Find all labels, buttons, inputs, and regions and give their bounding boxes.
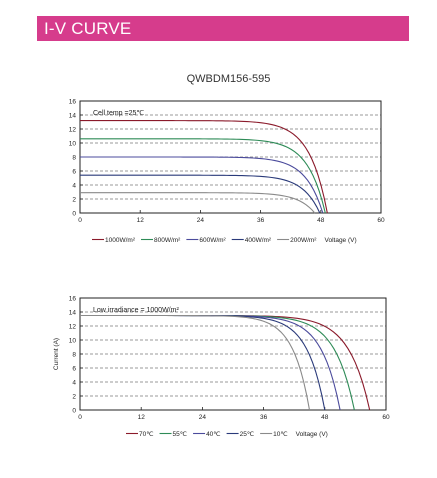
y-tick-label: 14 bbox=[69, 310, 77, 317]
x-tick-label: 48 bbox=[317, 217, 325, 224]
chart-annotation: Cell temp =25℃ bbox=[93, 110, 144, 117]
x-tick-label: 60 bbox=[382, 414, 390, 421]
chart-title: QWBDM156-595 bbox=[186, 73, 271, 85]
x-tick-label: 36 bbox=[257, 217, 265, 224]
x-axis-label: Voltage (V) bbox=[324, 237, 356, 244]
y-tick-label: 4 bbox=[72, 183, 76, 190]
y-tick-label: 10 bbox=[69, 338, 77, 345]
legend-entry: 40℃ bbox=[206, 431, 221, 438]
iv-curve-series-1 bbox=[80, 120, 328, 214]
y-tick-label: 14 bbox=[69, 113, 77, 120]
x-axis-label: Voltage (V) bbox=[296, 431, 328, 438]
iv-curve-series-3 bbox=[80, 156, 324, 214]
legend-entry: 25℃ bbox=[240, 431, 255, 438]
y-tick-label: 4 bbox=[72, 380, 76, 387]
x-tick-label: 12 bbox=[137, 217, 145, 224]
iv-curve-series-5 bbox=[80, 314, 311, 411]
x-tick-label: 0 bbox=[78, 414, 82, 421]
y-tick-label: 8 bbox=[72, 155, 76, 162]
iv-curve-series-4 bbox=[80, 174, 321, 214]
y-tick-label: 16 bbox=[69, 296, 77, 303]
legend-entry: 1000W/m² bbox=[105, 237, 136, 244]
chart-annotation: Low irradiance = 1000W/m² bbox=[93, 307, 179, 314]
x-tick-label: 36 bbox=[260, 414, 268, 421]
x-tick-label: 24 bbox=[199, 414, 207, 421]
legend-entry: 600W/m² bbox=[199, 237, 226, 244]
y-axis-label: Current (A) bbox=[53, 338, 60, 370]
legend-entry: 10℃ bbox=[273, 431, 288, 438]
y-tick-label: 16 bbox=[69, 99, 77, 106]
legend-entry: 200W/m² bbox=[290, 237, 317, 244]
legend-entry: 400W/m² bbox=[245, 237, 272, 244]
header-band bbox=[37, 16, 409, 41]
page-title: I-V CURVE bbox=[44, 19, 132, 38]
y-tick-label: 2 bbox=[72, 197, 76, 204]
y-tick-label: 6 bbox=[72, 366, 76, 373]
legend-entry: 70℃ bbox=[139, 431, 154, 438]
y-tick-label: 12 bbox=[69, 127, 77, 134]
y-tick-label: 12 bbox=[69, 324, 77, 331]
x-tick-label: 48 bbox=[321, 414, 329, 421]
y-tick-label: 2 bbox=[72, 394, 76, 401]
iv-curve-series-2 bbox=[80, 138, 326, 214]
legend-entry: 55℃ bbox=[173, 431, 188, 438]
y-tick-label: 0 bbox=[72, 211, 76, 218]
x-tick-label: 60 bbox=[377, 217, 385, 224]
x-tick-label: 0 bbox=[78, 217, 82, 224]
y-tick-label: 6 bbox=[72, 169, 76, 176]
legend-entry: 800W/m² bbox=[154, 237, 181, 244]
y-tick-label: 0 bbox=[72, 408, 76, 415]
y-tick-label: 8 bbox=[72, 352, 76, 359]
y-tick-label: 10 bbox=[69, 141, 77, 148]
x-tick-label: 24 bbox=[197, 217, 205, 224]
iv-curve-series-5 bbox=[80, 192, 316, 214]
x-tick-label: 12 bbox=[138, 414, 146, 421]
